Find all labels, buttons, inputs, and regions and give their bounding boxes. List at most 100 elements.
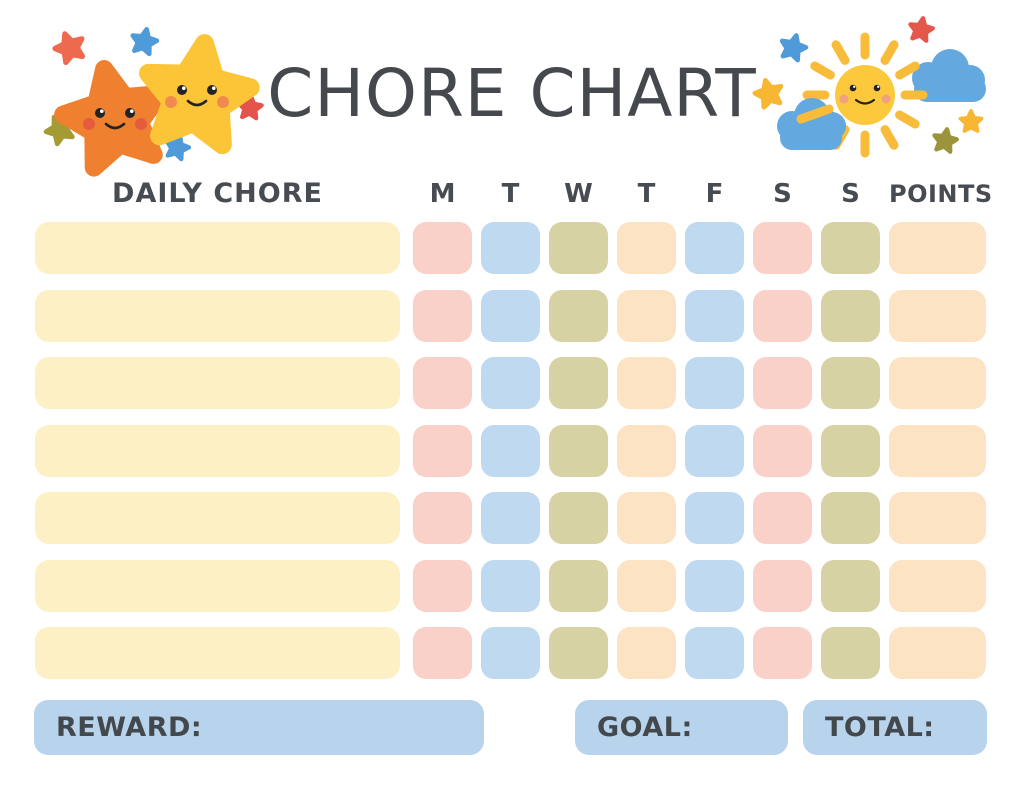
day-checkbox[interactable] bbox=[413, 627, 472, 679]
chore-input[interactable] bbox=[35, 559, 400, 612]
footer: REWARD: GOAL: TOTAL: bbox=[0, 700, 1024, 755]
day-checkbox[interactable] bbox=[753, 627, 812, 679]
day-checkbox[interactable] bbox=[549, 289, 608, 342]
day-checkbox[interactable] bbox=[821, 492, 880, 544]
chore-row bbox=[0, 357, 1024, 409]
cloud-icon bbox=[912, 49, 986, 102]
day-checkbox[interactable] bbox=[413, 492, 472, 544]
orange-star-face bbox=[83, 108, 147, 130]
sun-ray-over-cloud bbox=[796, 104, 834, 124]
day-checkbox[interactable] bbox=[617, 559, 676, 612]
day-checkbox[interactable] bbox=[617, 222, 676, 274]
day-checkbox[interactable] bbox=[821, 222, 880, 274]
goal-field[interactable]: GOAL: bbox=[575, 700, 788, 755]
table-header-row: DAILY CHORE M T W T F S S POINTS bbox=[0, 178, 1024, 210]
stars-decoration bbox=[28, 20, 273, 190]
day-checkbox[interactable] bbox=[617, 357, 676, 409]
day-checkbox[interactable] bbox=[821, 289, 880, 342]
day-checkbox[interactable] bbox=[685, 492, 744, 544]
day-checkbox[interactable] bbox=[821, 357, 880, 409]
total-field[interactable]: TOTAL: bbox=[803, 700, 987, 755]
points-cell[interactable] bbox=[889, 559, 986, 612]
day-header-label: T bbox=[637, 179, 656, 209]
day-checkbox[interactable] bbox=[549, 492, 608, 544]
chore-input[interactable] bbox=[35, 357, 400, 409]
points-header: POINTS bbox=[889, 180, 993, 208]
points-cell[interactable] bbox=[889, 424, 986, 477]
day-checkbox[interactable] bbox=[617, 627, 676, 679]
day-checkbox[interactable] bbox=[685, 627, 744, 679]
day-checkbox[interactable] bbox=[821, 424, 880, 477]
points-cell[interactable] bbox=[889, 357, 986, 409]
day-checkbox[interactable] bbox=[617, 289, 676, 342]
sun-decoration bbox=[750, 12, 1000, 167]
day-header-label: M bbox=[429, 179, 456, 209]
small-blue-star-icon bbox=[130, 27, 159, 55]
day-checkbox[interactable] bbox=[549, 357, 608, 409]
day-checkbox[interactable] bbox=[685, 424, 744, 477]
day-checkbox[interactable] bbox=[481, 222, 540, 274]
day-checkbox[interactable] bbox=[753, 289, 812, 342]
points-cell[interactable] bbox=[889, 627, 986, 679]
sun-face bbox=[839, 84, 891, 105]
chore-input[interactable] bbox=[35, 424, 400, 477]
chore-row bbox=[0, 559, 1024, 612]
chore-row bbox=[0, 627, 1024, 679]
day-checkbox[interactable] bbox=[685, 559, 744, 612]
chore-grid bbox=[0, 222, 1024, 679]
total-label: TOTAL: bbox=[825, 712, 935, 743]
day-checkbox[interactable] bbox=[753, 424, 812, 477]
page-title: CHORE CHART bbox=[267, 55, 757, 132]
day-checkbox[interactable] bbox=[413, 424, 472, 477]
day-header-label: T bbox=[501, 179, 520, 209]
daily-chore-header: DAILY CHORE bbox=[112, 178, 323, 209]
day-header-label: F bbox=[705, 179, 724, 209]
day-checkbox[interactable] bbox=[413, 289, 472, 342]
small-red-star-icon bbox=[908, 16, 934, 41]
day-checkbox[interactable] bbox=[821, 559, 880, 612]
day-checkbox[interactable] bbox=[481, 289, 540, 342]
day-checkbox[interactable] bbox=[753, 222, 812, 274]
reward-label: REWARD: bbox=[56, 712, 203, 743]
day-checkbox[interactable] bbox=[753, 357, 812, 409]
day-checkbox[interactable] bbox=[685, 222, 744, 274]
day-checkbox[interactable] bbox=[413, 222, 472, 274]
day-checkbox[interactable] bbox=[685, 289, 744, 342]
day-checkbox[interactable] bbox=[481, 357, 540, 409]
day-checkbox[interactable] bbox=[549, 222, 608, 274]
day-checkbox[interactable] bbox=[753, 559, 812, 612]
cloud-icon bbox=[777, 98, 846, 150]
day-checkbox[interactable] bbox=[549, 559, 608, 612]
chore-row bbox=[0, 424, 1024, 477]
points-cell[interactable] bbox=[889, 289, 986, 342]
day-header-label: W bbox=[564, 179, 593, 209]
yellow-star-face bbox=[165, 85, 229, 108]
chore-input[interactable] bbox=[35, 627, 400, 679]
chore-row bbox=[0, 289, 1024, 342]
day-checkbox[interactable] bbox=[413, 559, 472, 612]
day-checkbox[interactable] bbox=[549, 627, 608, 679]
day-checkbox[interactable] bbox=[617, 492, 676, 544]
day-header-label: S bbox=[773, 179, 792, 209]
chore-input[interactable] bbox=[35, 492, 400, 544]
day-header-label: S bbox=[841, 179, 860, 209]
chore-row bbox=[0, 492, 1024, 544]
day-checkbox[interactable] bbox=[413, 357, 472, 409]
day-checkbox[interactable] bbox=[821, 627, 880, 679]
chore-input[interactable] bbox=[35, 289, 400, 342]
chore-row bbox=[0, 222, 1024, 274]
chore-input[interactable] bbox=[35, 222, 400, 274]
reward-field[interactable]: REWARD: bbox=[34, 700, 484, 755]
day-checkbox[interactable] bbox=[617, 424, 676, 477]
day-checkbox[interactable] bbox=[481, 492, 540, 544]
day-checkbox[interactable] bbox=[481, 559, 540, 612]
goal-label: GOAL: bbox=[597, 712, 693, 743]
points-cell[interactable] bbox=[889, 492, 986, 544]
day-checkbox[interactable] bbox=[549, 424, 608, 477]
day-checkbox[interactable] bbox=[753, 492, 812, 544]
day-checkbox[interactable] bbox=[685, 357, 744, 409]
day-checkbox[interactable] bbox=[481, 627, 540, 679]
points-cell[interactable] bbox=[889, 222, 986, 274]
day-checkbox[interactable] bbox=[481, 424, 540, 477]
